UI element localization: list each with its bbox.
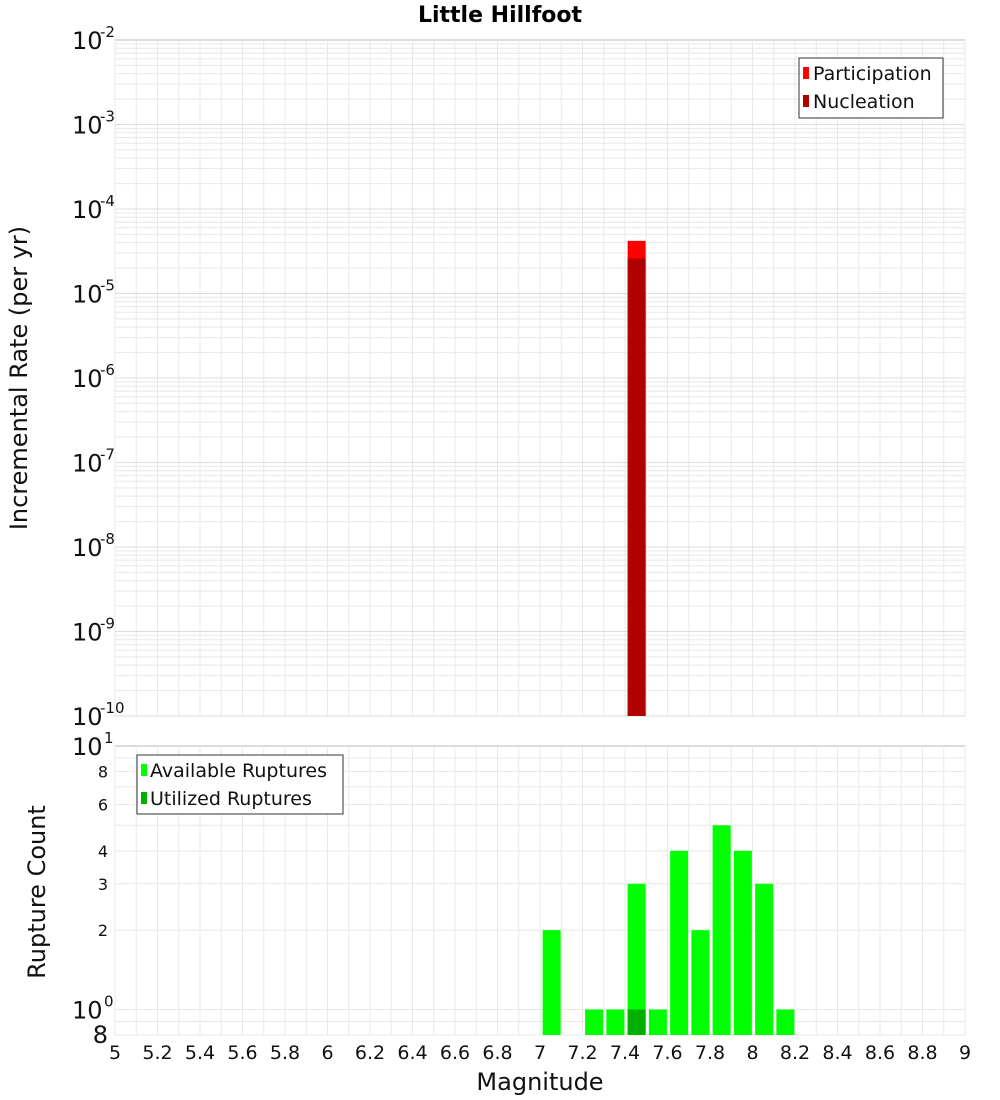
x-tick-label: 5.6 bbox=[227, 1042, 257, 1064]
count-y-tick-exponent: 1 bbox=[104, 729, 114, 747]
count-y-tick-major: 10 0 bbox=[72, 992, 114, 1024]
x-tick-label: 5.2 bbox=[142, 1042, 172, 1064]
x-tick-label: 8 bbox=[746, 1042, 758, 1064]
x-tick-label: 8.2 bbox=[780, 1042, 810, 1064]
count-y-tick-minor: 8 bbox=[93, 1021, 108, 1049]
available-ruptures-bar bbox=[627, 883, 646, 1035]
x-tick-label: 6.6 bbox=[440, 1042, 470, 1064]
rate-y-tick-exponent: -2 bbox=[100, 23, 115, 41]
nucleation-legend-swatch bbox=[803, 95, 809, 107]
rate-legend: Participation Nucleation bbox=[798, 57, 944, 119]
available-ruptures-bar bbox=[733, 850, 752, 1035]
x-tick-label: 5.8 bbox=[270, 1042, 300, 1064]
rate-y-tick-exponent: -9 bbox=[100, 615, 115, 633]
available-ruptures-bar bbox=[712, 825, 731, 1035]
available-legend-label: Available Ruptures bbox=[150, 760, 327, 782]
rate-y-tick: 10-8 bbox=[72, 530, 115, 562]
rate-bars bbox=[627, 240, 646, 716]
x-tick-label: 6.4 bbox=[397, 1042, 427, 1064]
nucleation-legend-label: Nucleation bbox=[813, 91, 915, 113]
x-tick-label: 8.8 bbox=[907, 1042, 937, 1064]
available-ruptures-bar bbox=[670, 850, 689, 1035]
rate-y-ticks: 10-210-310-410-510-610-710-810-910-10 bbox=[72, 23, 125, 731]
rate-y-tick-exponent: -8 bbox=[100, 530, 115, 548]
x-tick-label: 7.6 bbox=[652, 1042, 682, 1064]
count-x-ticks: 5 5.2 5.4 5.6 5.8 6 6.2 6.4 6.6 6.8 7 7.2 7.4 7.6 7.8 8… bbox=[109, 1042, 971, 1064]
x-tick-label: 6.8 bbox=[482, 1042, 512, 1064]
rate-panel: 10-210-310-410-510-610-710-810-910-10 Li… bbox=[5, 3, 966, 731]
rate-y-tick: 10-9 bbox=[72, 615, 115, 647]
rate-y-tick-exponent: -3 bbox=[100, 108, 115, 126]
rate-y-tick-exponent: -7 bbox=[100, 446, 115, 464]
count-y-tick-exponent: 0 bbox=[104, 992, 114, 1010]
count-y-axis-label: Rupture Count bbox=[23, 805, 51, 979]
x-tick-label: 7.2 bbox=[567, 1042, 597, 1064]
rate-y-tick-base: 10 bbox=[72, 365, 103, 393]
rate-y-tick: 10-2 bbox=[72, 23, 115, 55]
nucleation-bar bbox=[627, 258, 646, 716]
x-tick-label: 8.4 bbox=[822, 1042, 852, 1064]
rate-y-tick-base: 10 bbox=[72, 619, 103, 647]
chart-title: Little Hillfoot bbox=[418, 3, 583, 28]
count-y-tick-base: 10 bbox=[72, 996, 103, 1024]
available-ruptures-bar bbox=[542, 930, 561, 1035]
participation-legend-swatch bbox=[803, 67, 809, 79]
x-tick-label: 8.6 bbox=[865, 1042, 895, 1064]
available-ruptures-bar bbox=[606, 1009, 625, 1035]
x-tick-label: 5.4 bbox=[185, 1042, 215, 1064]
x-tick-label: 6 bbox=[321, 1042, 333, 1064]
count-y-tick-minor: 8 bbox=[98, 763, 108, 782]
count-bars bbox=[542, 825, 795, 1035]
x-tick-label: 7.4 bbox=[610, 1042, 640, 1064]
available-ruptures-bar bbox=[585, 1009, 604, 1035]
rate-y-tick: 10-10 bbox=[72, 699, 125, 731]
rate-y-tick-base: 10 bbox=[72, 534, 103, 562]
count-y-tick-minor: 4 bbox=[98, 842, 108, 861]
x-tick-label: 6.2 bbox=[355, 1042, 385, 1064]
rate-y-tick: 10-5 bbox=[72, 277, 115, 309]
count-y-tick-base: 10 bbox=[72, 733, 103, 761]
x-tick-label: 7.8 bbox=[695, 1042, 725, 1064]
count-y-tick-minor: 6 bbox=[98, 795, 108, 814]
available-ruptures-bar bbox=[755, 883, 774, 1035]
count-legend: Available Ruptures Utilized Ruptures bbox=[136, 754, 344, 815]
rate-y-tick-exponent: -10 bbox=[100, 699, 125, 717]
available-ruptures-bar bbox=[776, 1009, 795, 1035]
x-tick-label: 9 bbox=[959, 1042, 971, 1064]
rate-legend-box bbox=[798, 57, 944, 119]
rate-y-tick-base: 10 bbox=[72, 281, 103, 309]
count-y-tick-major: 10 1 bbox=[72, 729, 114, 761]
rate-y-tick-base: 10 bbox=[72, 196, 103, 224]
utilized-legend-label: Utilized Ruptures bbox=[150, 788, 312, 810]
rate-y-tick-base: 10 bbox=[72, 703, 103, 731]
rate-y-tick-base: 10 bbox=[72, 112, 103, 140]
rate-y-axis-label: Incremental Rate (per yr) bbox=[5, 226, 33, 530]
rate-y-tick-exponent: -6 bbox=[100, 361, 115, 379]
x-axis-label: Magnitude bbox=[476, 1068, 603, 1096]
rate-y-tick-exponent: -5 bbox=[100, 277, 115, 295]
count-y-tick-minor: 2 bbox=[98, 921, 108, 940]
rate-y-tick: 10-3 bbox=[72, 108, 115, 140]
rate-y-tick: 10-4 bbox=[72, 192, 115, 224]
x-tick-label: 7 bbox=[534, 1042, 546, 1064]
available-legend-swatch bbox=[141, 764, 147, 776]
count-legend-box bbox=[136, 754, 344, 815]
x-tick-label: 5 bbox=[109, 1042, 121, 1064]
rate-y-tick-base: 10 bbox=[72, 27, 103, 55]
rate-y-tick-base: 10 bbox=[72, 450, 103, 478]
available-ruptures-bar bbox=[648, 1009, 667, 1035]
rate-y-tick: 10-7 bbox=[72, 446, 115, 478]
utilized-legend-swatch bbox=[141, 792, 147, 804]
count-y-tick-minor: 3 bbox=[98, 875, 108, 894]
rate-y-tick-exponent: -4 bbox=[100, 192, 115, 210]
utilized-ruptures-bar bbox=[627, 1009, 646, 1035]
participation-legend-label: Participation bbox=[813, 63, 932, 85]
available-ruptures-bar bbox=[691, 930, 710, 1035]
rate-grid bbox=[114, 40, 966, 717]
rate-y-tick: 10-6 bbox=[72, 361, 115, 393]
